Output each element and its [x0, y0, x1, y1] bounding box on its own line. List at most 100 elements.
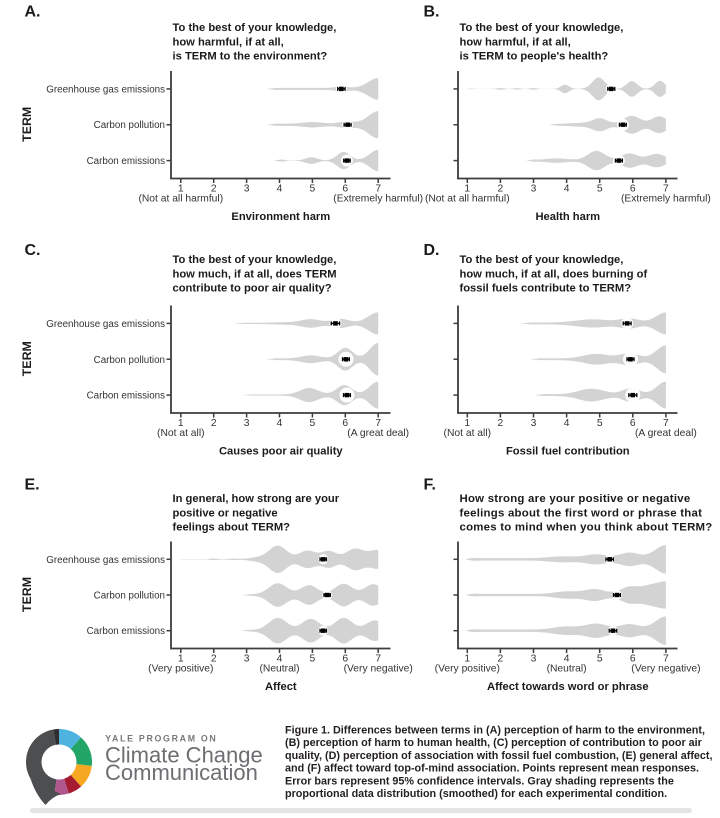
svg-text:6: 6 [342, 184, 348, 195]
svg-text:Error bars represent 95% confi: Error bars represent 95% confidence inte… [285, 775, 674, 787]
svg-text:Carbon emissions: Carbon emissions [87, 626, 166, 637]
svg-text:how much, if at all, does TERM: how much, if at all, does TERM [173, 268, 337, 280]
svg-text:4: 4 [277, 184, 283, 195]
svg-text:How strong are your positive o: How strong are your positive or negative [460, 493, 691, 505]
svg-text:In general, how strong are you: In general, how strong are your [173, 493, 340, 505]
svg-text:3: 3 [531, 184, 537, 195]
svg-text:(Very positive): (Very positive) [435, 664, 500, 675]
svg-text:6: 6 [630, 654, 636, 665]
svg-text:2: 2 [498, 418, 504, 429]
svg-text:7: 7 [663, 654, 669, 665]
svg-text:contribute to poor air quality: contribute to poor air quality? [173, 283, 332, 295]
svg-text:2: 2 [498, 654, 504, 665]
svg-text:how harmful, if at all,: how harmful, if at all, [173, 36, 284, 48]
svg-text:7: 7 [375, 184, 381, 195]
svg-text:6: 6 [630, 418, 636, 429]
svg-text:Affect: Affect [265, 681, 297, 693]
svg-text:Greenhouse gas emissions: Greenhouse gas emissions [46, 84, 165, 95]
svg-text:positive or negative: positive or negative [173, 507, 278, 519]
svg-text:7: 7 [375, 654, 381, 665]
svg-text:fossil fuels contribute to TER: fossil fuels contribute to TERM? [460, 283, 632, 295]
svg-text:and (F) affect toward top-of-m: and (F) affect toward top-of-mind associ… [285, 763, 699, 775]
svg-text:A.: A. [25, 4, 41, 21]
svg-text:Carbon pollution: Carbon pollution [94, 591, 165, 602]
svg-text:quality, (D) perception of ass: quality, (D) perception of association w… [285, 750, 713, 762]
svg-text:1: 1 [464, 654, 470, 665]
svg-text:4: 4 [277, 654, 283, 665]
svg-text:is TERM to people's health?: is TERM to people's health? [460, 51, 609, 63]
svg-text:7: 7 [663, 184, 669, 195]
svg-text:To the best of your knowledge,: To the best of your knowledge, [173, 254, 337, 266]
svg-text:7: 7 [663, 418, 669, 429]
svg-text:feelings about the first word: feelings about the first word or phrase … [460, 507, 703, 519]
svg-text:3: 3 [244, 184, 250, 195]
svg-text:TERM: TERM [20, 577, 34, 612]
svg-text:Carbon emissions: Carbon emissions [87, 391, 166, 402]
svg-text:1: 1 [464, 184, 470, 195]
svg-text:5: 5 [597, 184, 603, 195]
svg-text:B.: B. [424, 4, 440, 21]
svg-text:Causes poor air quality: Causes poor air quality [219, 446, 343, 458]
svg-text:Health harm: Health harm [535, 211, 600, 223]
svg-text:3: 3 [244, 654, 250, 665]
svg-text:1: 1 [178, 654, 184, 665]
svg-text:3: 3 [531, 654, 537, 665]
svg-text:(Extremely harmful): (Extremely harmful) [333, 194, 423, 205]
svg-text:1: 1 [178, 418, 184, 429]
svg-text:Affect towards word or phrase: Affect towards word or phrase [487, 681, 649, 693]
svg-text:4: 4 [564, 184, 570, 195]
svg-text:is TERM to the environment?: is TERM to the environment? [173, 51, 328, 63]
svg-text:3: 3 [531, 418, 537, 429]
svg-text:D.: D. [424, 242, 440, 259]
svg-text:5: 5 [597, 418, 603, 429]
svg-text:Carbon emissions: Carbon emissions [87, 156, 166, 167]
svg-text:(B) perception of harm to huma: (B) perception of harm to human health, … [285, 737, 703, 749]
svg-text:(Very negative): (Very negative) [344, 664, 413, 675]
svg-text:Greenhouse gas emissions: Greenhouse gas emissions [46, 555, 165, 566]
svg-text:1: 1 [464, 418, 470, 429]
svg-text:2: 2 [211, 654, 217, 665]
svg-text:Figure 1. Differences between: Figure 1. Differences between terms in (… [285, 725, 705, 737]
svg-text:(Not at all): (Not at all) [444, 428, 492, 439]
svg-text:2: 2 [498, 184, 504, 195]
svg-text:(Not at all harmful): (Not at all harmful) [138, 194, 223, 205]
svg-text:F.: F. [424, 477, 436, 494]
svg-text:3: 3 [244, 418, 250, 429]
svg-text:feelings about TERM?: feelings about TERM? [173, 522, 291, 534]
svg-text:E.: E. [25, 477, 40, 494]
svg-text:(Not at all): (Not at all) [157, 428, 205, 439]
svg-text:2: 2 [211, 184, 217, 195]
svg-text:(Not at all harmful): (Not at all harmful) [425, 194, 510, 205]
svg-text:5: 5 [310, 184, 316, 195]
svg-text:5: 5 [310, 654, 316, 665]
svg-text:TERM: TERM [20, 341, 34, 376]
svg-text:Communication: Communication [105, 760, 258, 785]
svg-text:4: 4 [564, 418, 570, 429]
svg-text:5: 5 [310, 418, 316, 429]
svg-text:how much, if at all, does burn: how much, if at all, does burning of [460, 268, 648, 280]
svg-text:1: 1 [178, 184, 184, 195]
svg-text:4: 4 [277, 418, 283, 429]
svg-text:Fossil fuel contribution: Fossil fuel contribution [506, 446, 630, 458]
svg-text:C.: C. [25, 242, 41, 259]
svg-text:7: 7 [375, 418, 381, 429]
svg-text:Carbon pollution: Carbon pollution [94, 120, 165, 131]
svg-text:6: 6 [630, 184, 636, 195]
svg-text:Environment harm: Environment harm [231, 211, 330, 223]
svg-text:(Extremely harmful): (Extremely harmful) [621, 194, 711, 205]
svg-text:Climate Change: Climate Change [105, 742, 263, 767]
svg-text:Carbon pollution: Carbon pollution [94, 355, 165, 366]
svg-text:Greenhouse gas emissions: Greenhouse gas emissions [46, 319, 165, 330]
svg-text:To the best of your knowledge,: To the best of your knowledge, [460, 22, 624, 34]
svg-text:4: 4 [564, 654, 570, 665]
svg-text:(A great deal): (A great deal) [347, 428, 409, 439]
svg-text:YALE PROGRAM ON: YALE PROGRAM ON [105, 733, 217, 743]
svg-text:(Very negative): (Very negative) [631, 664, 700, 675]
svg-text:5: 5 [597, 654, 603, 665]
svg-text:how harmful, if at all,: how harmful, if at all, [460, 36, 571, 48]
svg-text:To the best of your knowledge,: To the best of your knowledge, [173, 22, 337, 34]
svg-text:proportional data distribution: proportional data distribution (smoothed… [285, 788, 667, 800]
svg-text:6: 6 [342, 418, 348, 429]
svg-text:To the best of your knowledge,: To the best of your knowledge, [460, 254, 624, 266]
svg-text:(Neutral): (Neutral) [259, 664, 299, 675]
